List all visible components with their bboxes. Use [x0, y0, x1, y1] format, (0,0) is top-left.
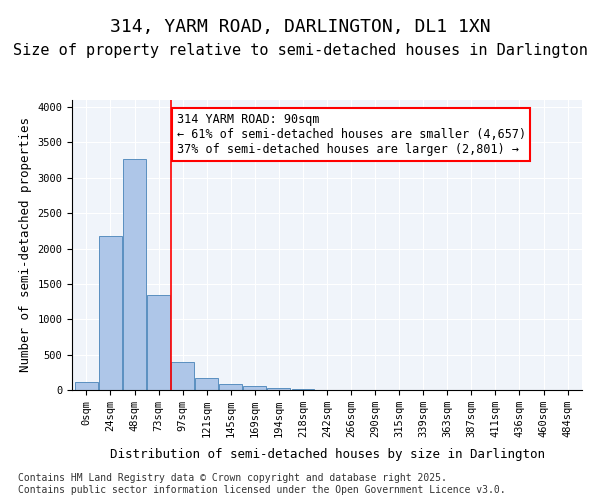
Bar [220, 384, 242, 390]
Bar [171, 362, 194, 390]
Bar [292, 388, 314, 390]
Text: Contains HM Land Registry data © Crown copyright and database right 2025.
Contai: Contains HM Land Registry data © Crown c… [18, 474, 506, 495]
Bar [75, 382, 98, 390]
Text: Size of property relative to semi-detached houses in Darlington: Size of property relative to semi-detach… [13, 42, 587, 58]
Y-axis label: Number of semi-detached properties: Number of semi-detached properties [19, 118, 32, 372]
Bar [147, 295, 170, 390]
X-axis label: Distribution of semi-detached houses by size in Darlington: Distribution of semi-detached houses by … [110, 448, 545, 462]
Bar [244, 386, 266, 390]
Bar [268, 388, 290, 390]
Text: 314, YARM ROAD, DARLINGTON, DL1 1XN: 314, YARM ROAD, DARLINGTON, DL1 1XN [110, 18, 490, 36]
Bar [195, 378, 218, 390]
Text: 314 YARM ROAD: 90sqm
← 61% of semi-detached houses are smaller (4,657)
37% of se: 314 YARM ROAD: 90sqm ← 61% of semi-detac… [176, 113, 526, 156]
Bar [123, 158, 146, 390]
Bar [99, 236, 122, 390]
